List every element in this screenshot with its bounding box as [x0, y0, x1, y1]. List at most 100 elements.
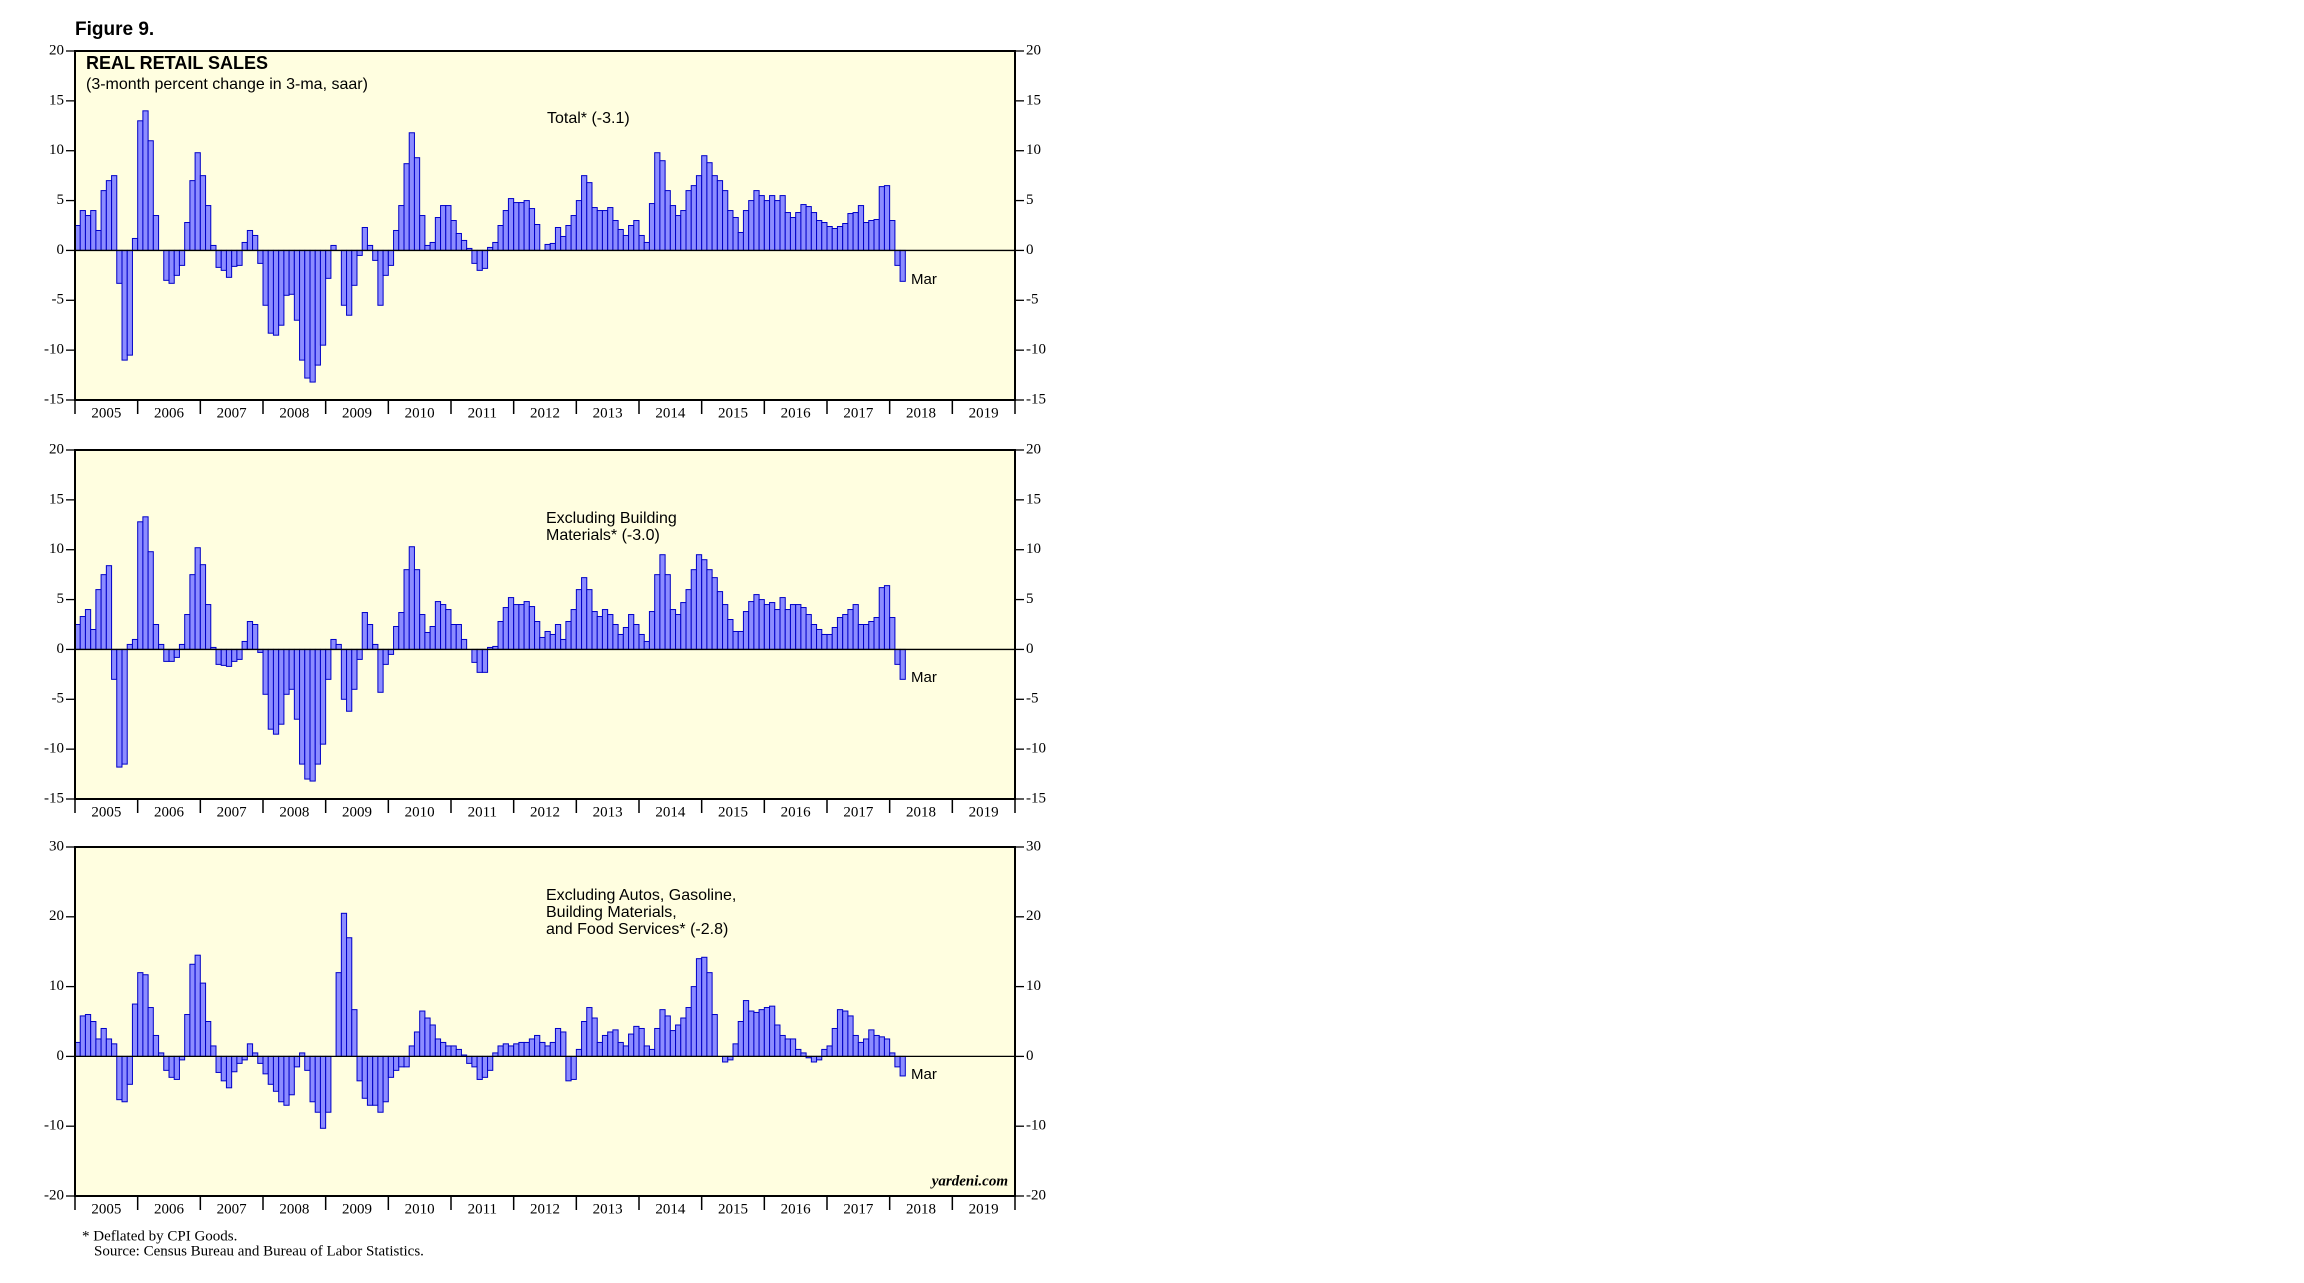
bar — [288, 648, 295, 690]
bar — [560, 235, 567, 251]
bar — [366, 1055, 374, 1106]
x-tick-label: 2011 — [468, 1201, 497, 1217]
bar — [878, 587, 885, 650]
bar — [419, 614, 426, 650]
bar — [763, 200, 771, 251]
bar — [596, 616, 603, 650]
x-tick-label: 2014 — [655, 804, 686, 820]
bar — [607, 614, 614, 650]
bar — [335, 643, 342, 650]
bar — [168, 249, 175, 284]
bar — [628, 614, 635, 650]
bar — [789, 1038, 797, 1057]
x-tick-label: 2019 — [969, 804, 999, 820]
bar — [502, 607, 509, 650]
bar — [659, 1009, 666, 1057]
bar — [883, 1038, 891, 1057]
bar — [648, 611, 656, 650]
bar — [131, 638, 139, 650]
bar — [722, 190, 729, 251]
bar — [544, 1045, 551, 1057]
x-tick-label: 2016 — [781, 1201, 812, 1217]
bar — [586, 589, 593, 650]
annotation: and Food Services* (-2.8) — [546, 921, 728, 938]
bar — [685, 589, 692, 650]
bar — [821, 633, 828, 650]
bar — [184, 222, 191, 251]
bar — [669, 205, 677, 251]
x-tick-label: 2017 — [843, 804, 874, 820]
bar — [361, 1055, 368, 1099]
y2-tick-label: -15 — [1026, 790, 1046, 806]
bar — [309, 1055, 316, 1103]
bar — [163, 1055, 170, 1071]
bar — [372, 643, 379, 650]
bar — [507, 597, 515, 650]
bar — [591, 611, 598, 650]
plot-frame — [74, 50, 1016, 401]
bar — [309, 648, 316, 782]
y-tick-label: -5 — [52, 691, 65, 707]
bar — [601, 1034, 609, 1057]
bar — [748, 1010, 755, 1057]
bar — [868, 1029, 875, 1057]
x-tick-label: 2018 — [906, 405, 936, 421]
annotation: Materials* (-3.0) — [546, 527, 660, 544]
bar — [737, 231, 744, 251]
bar — [575, 200, 583, 251]
x-tick-label: 2007 — [217, 804, 248, 820]
bar — [502, 210, 509, 251]
bar — [393, 625, 400, 650]
bar — [894, 1055, 901, 1068]
bar — [173, 648, 180, 658]
bar — [601, 609, 609, 650]
x-tick-label: 2007 — [217, 1201, 248, 1217]
bar — [601, 210, 609, 251]
bar — [231, 1055, 238, 1073]
bar — [215, 648, 222, 665]
bar — [450, 624, 457, 650]
bar — [664, 190, 671, 251]
bar — [784, 1038, 791, 1057]
bar — [779, 597, 786, 650]
bar — [659, 160, 666, 251]
bar — [607, 207, 614, 251]
bar — [137, 120, 144, 251]
bar — [560, 1031, 567, 1057]
bar — [873, 1034, 880, 1057]
bar — [868, 621, 875, 650]
bar — [534, 1034, 541, 1057]
bar — [356, 1055, 363, 1082]
bar — [152, 624, 160, 650]
bar — [518, 202, 525, 251]
bar — [518, 1041, 525, 1057]
x-tick-label: 2005 — [91, 1201, 121, 1217]
x-tick-label: 2016 — [781, 405, 812, 421]
bar — [460, 638, 468, 650]
bar — [779, 1034, 786, 1057]
bar — [199, 982, 207, 1057]
bar — [79, 616, 86, 650]
bar — [565, 1055, 572, 1082]
bar — [189, 180, 196, 251]
bar — [340, 249, 348, 306]
bar — [513, 202, 520, 251]
bar — [842, 614, 849, 650]
bar — [518, 604, 525, 650]
bar — [152, 215, 160, 251]
bar — [732, 217, 739, 251]
bar — [377, 1055, 384, 1113]
y-tick-label: 5 — [57, 192, 65, 208]
bar — [387, 648, 395, 655]
bar — [554, 624, 562, 650]
bar — [685, 190, 692, 251]
bar — [784, 609, 791, 650]
x-tick-label: 2016 — [781, 804, 812, 820]
bar — [413, 569, 421, 650]
bar — [319, 249, 327, 346]
bar — [831, 1027, 838, 1057]
bar — [586, 1007, 593, 1057]
bar — [455, 232, 462, 251]
bar — [622, 626, 630, 650]
x-tick-label: 2012 — [530, 405, 560, 421]
